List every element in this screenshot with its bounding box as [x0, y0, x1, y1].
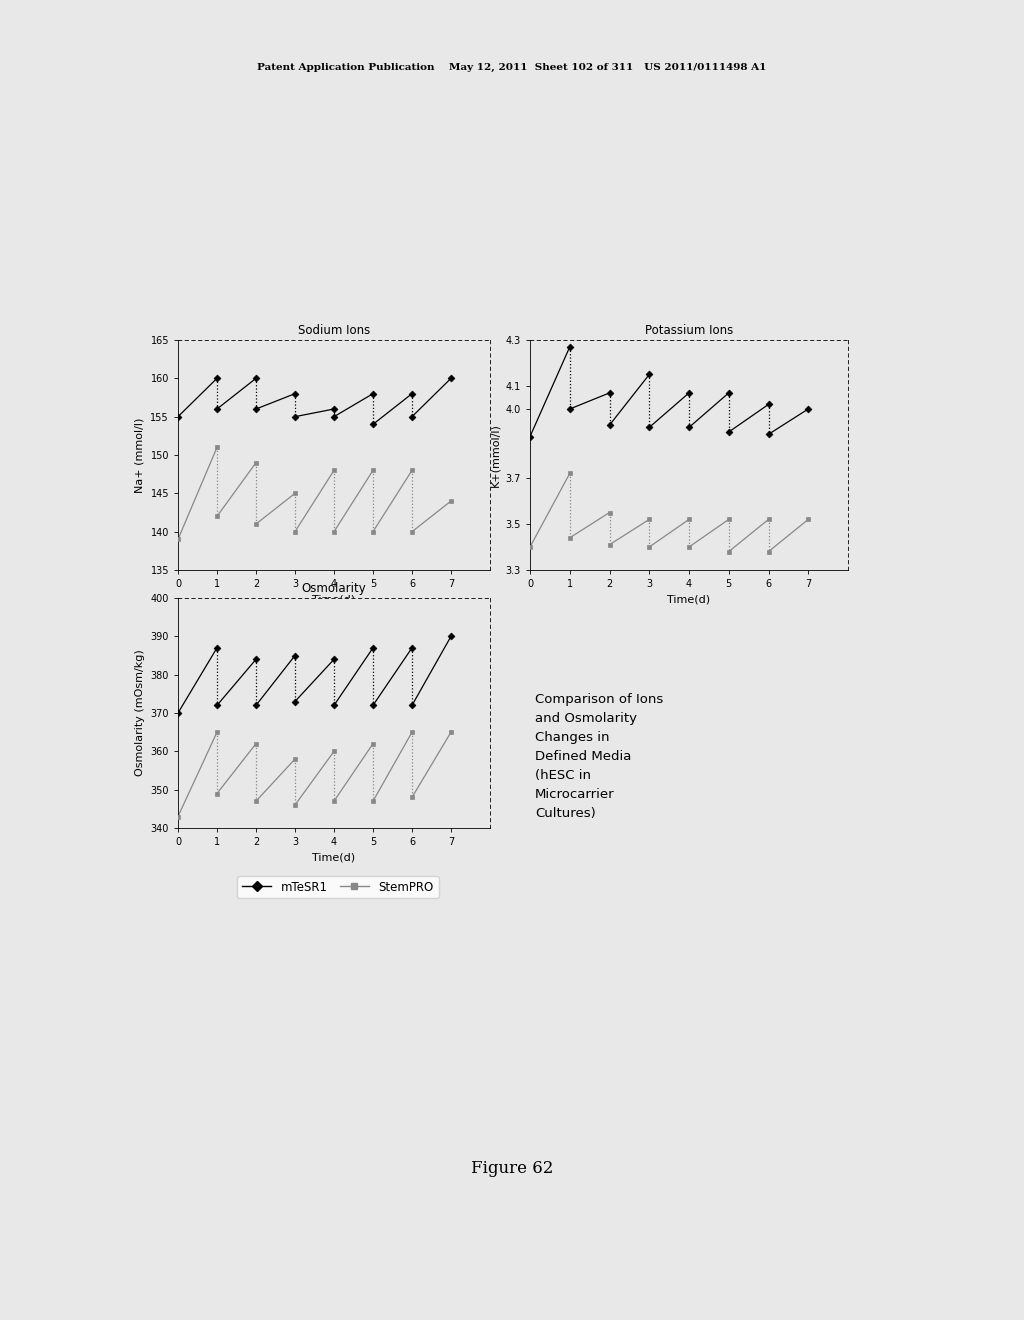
- X-axis label: Time(d): Time(d): [312, 594, 355, 605]
- Y-axis label: Na+ (mmol/l): Na+ (mmol/l): [135, 417, 144, 492]
- Text: Patent Application Publication    May 12, 2011  Sheet 102 of 311   US 2011/01114: Patent Application Publication May 12, 2…: [257, 63, 767, 73]
- Text: Comparison of Ions
and Osmolarity
Changes in
Defined Media
(hESC in
Microcarrier: Comparison of Ions and Osmolarity Change…: [535, 693, 664, 820]
- Title: Potassium Ions: Potassium Ions: [645, 325, 733, 338]
- Y-axis label: K+(mmol/l): K+(mmol/l): [490, 424, 500, 487]
- Title: Sodium Ions: Sodium Ions: [298, 325, 370, 338]
- X-axis label: Time(d): Time(d): [312, 853, 355, 862]
- Title: Osmolarity: Osmolarity: [302, 582, 367, 595]
- Y-axis label: Osmolarity (mOsm/kg): Osmolarity (mOsm/kg): [135, 649, 145, 776]
- Legend: mTeSR1, StemPRO: mTeSR1, StemPRO: [238, 876, 438, 899]
- Text: Figure 62: Figure 62: [471, 1160, 553, 1176]
- X-axis label: Time(d): Time(d): [668, 594, 711, 605]
